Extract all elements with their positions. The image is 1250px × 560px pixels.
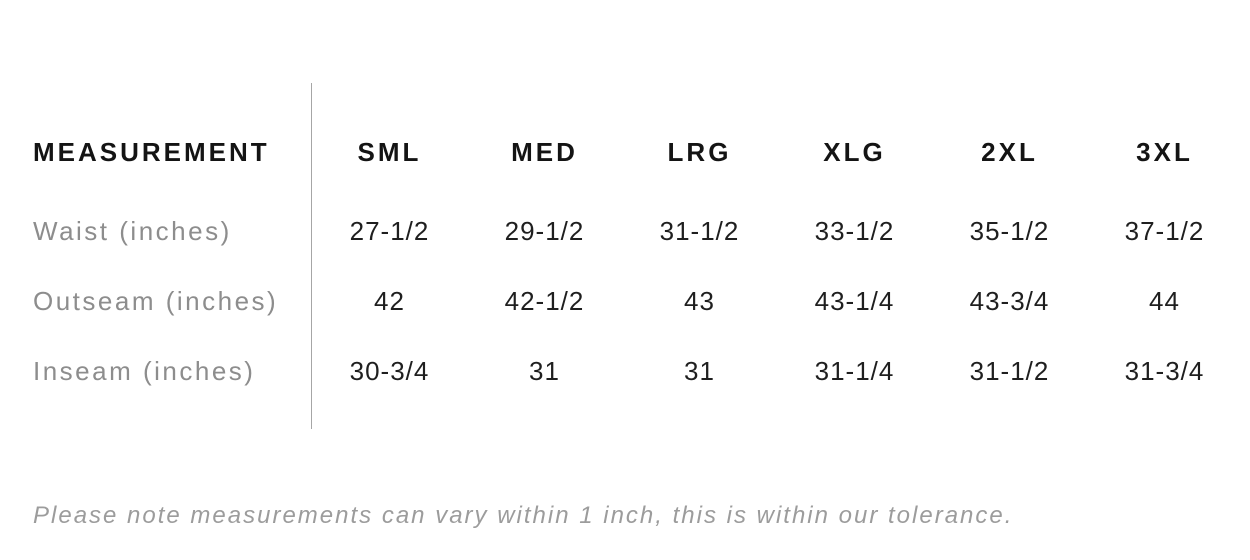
value-cell: 30-3/4 (349, 355, 430, 386)
column-divider (311, 83, 312, 429)
value-cell: 35-1/2 (969, 215, 1050, 246)
row-label-waist: Waist (inches) (33, 215, 232, 246)
header-3xl: 3XL (1136, 137, 1193, 167)
value-cell: 42-1/2 (504, 285, 585, 316)
value-cell: 31-3/4 (1124, 355, 1205, 386)
value-cell: 42 (374, 285, 405, 316)
value-cell: 31-1/2 (969, 355, 1050, 386)
table-row-outseam: Outseam (inches) 42 42-1/2 43 43-1/4 43-… (0, 266, 1250, 336)
value-cell: 31 (684, 355, 715, 386)
value-cell: 44 (1149, 285, 1180, 316)
value-cell: 37-1/2 (1124, 215, 1205, 246)
header-med: MED (511, 137, 578, 167)
value-cell: 27-1/2 (349, 215, 430, 246)
table-row-waist: Waist (inches) 27-1/2 29-1/2 31-1/2 33-1… (0, 196, 1250, 266)
value-cell: 43 (684, 285, 715, 316)
value-cell: 31 (529, 355, 560, 386)
value-cell: 33-1/2 (814, 215, 895, 246)
value-cell: 43-1/4 (814, 285, 895, 316)
row-label-outseam: Outseam (inches) (33, 285, 279, 316)
header-xlg: XLG (823, 137, 886, 167)
table-row-inseam: Inseam (inches) 30-3/4 31 31 31-1/4 31-1… (0, 336, 1250, 406)
value-cell: 43-3/4 (969, 285, 1050, 316)
value-cell: 29-1/2 (504, 215, 585, 246)
header-measurement: MEASUREMENT (33, 137, 270, 167)
value-cell: 31-1/2 (659, 215, 740, 246)
table-header-row: MEASUREMENT SML MED LRG XLG 2XL 3XL (0, 110, 1250, 195)
header-lrg: LRG (667, 137, 732, 167)
tolerance-note: Please note measurements can vary within… (33, 502, 1014, 529)
row-label-inseam: Inseam (inches) (33, 355, 256, 386)
header-sml: SML (357, 137, 422, 167)
value-cell: 31-1/4 (814, 355, 895, 386)
header-2xl: 2XL (981, 137, 1038, 167)
